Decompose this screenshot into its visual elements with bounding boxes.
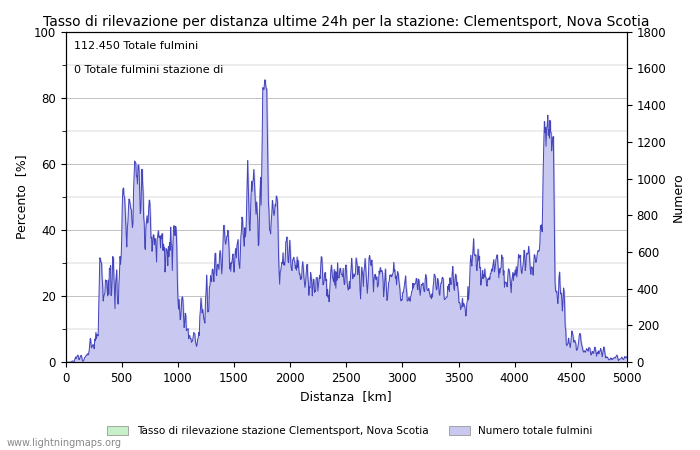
Title: Tasso di rilevazione per distanza ultime 24h per la stazione: Clementsport, Nova: Tasso di rilevazione per distanza ultime… xyxy=(43,15,650,29)
Text: 112.450 Totale fulmini: 112.450 Totale fulmini xyxy=(74,41,198,51)
Text: www.lightningmaps.org: www.lightningmaps.org xyxy=(7,438,122,448)
Text: 0 Totale fulmini stazione di: 0 Totale fulmini stazione di xyxy=(74,65,223,75)
Y-axis label: Percento  [%]: Percento [%] xyxy=(15,155,28,239)
X-axis label: Distanza  [km]: Distanza [km] xyxy=(300,391,392,404)
Y-axis label: Numero: Numero xyxy=(672,172,685,222)
Legend: Tasso di rilevazione stazione Clementsport, Nova Scotia, Numero totale fulmini: Tasso di rilevazione stazione Clementspo… xyxy=(103,422,596,440)
